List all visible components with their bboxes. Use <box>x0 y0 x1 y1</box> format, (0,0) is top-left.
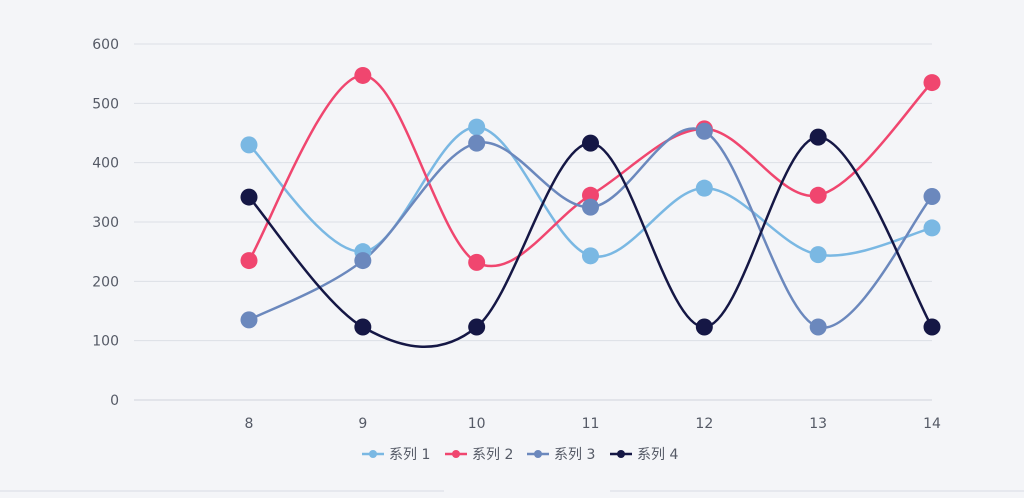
legend-item-series-1[interactable]: 系列 1 <box>362 447 430 463</box>
data-point-series-4[interactable] <box>240 188 258 206</box>
data-point-series-2[interactable] <box>240 252 258 270</box>
x-tick-label: 13 <box>809 416 827 432</box>
x-axis-ticks: 8 9 10 11 12 13 14 <box>245 416 941 432</box>
y-tick-label: 500 <box>92 96 119 112</box>
data-point-series-1[interactable] <box>468 118 486 136</box>
legend-label: 系列 1 <box>389 447 430 463</box>
y-tick-label: 400 <box>92 156 119 172</box>
legend[interactable]: 系列 1 系列 2 系列 3 系列 4 <box>362 447 678 463</box>
legend-label: 系列 3 <box>554 447 595 463</box>
data-point-series-3[interactable] <box>354 252 372 270</box>
x-tick-label: 14 <box>923 416 941 432</box>
data-point-series-3[interactable] <box>240 311 258 329</box>
x-tick-label: 9 <box>358 416 367 432</box>
data-point-series-4[interactable] <box>468 318 486 336</box>
y-tick-label: 0 <box>110 393 119 409</box>
data-point-series-1[interactable] <box>809 246 827 264</box>
y-axis-ticks: 0 100 200 300 400 500 600 <box>92 37 119 409</box>
data-point-series-1[interactable] <box>582 247 599 265</box>
data-point-series-2[interactable] <box>468 253 486 271</box>
legend-item-series-3[interactable]: 系列 3 <box>527 447 595 463</box>
data-point-series-4[interactable] <box>354 318 372 336</box>
data-point-series-3[interactable] <box>809 318 827 336</box>
data-point-series-1[interactable] <box>923 219 941 237</box>
data-point-series-2[interactable] <box>809 186 827 204</box>
data-point-series-4[interactable] <box>923 318 941 336</box>
legend-label: 系列 4 <box>637 447 678 463</box>
data-point-series-3[interactable] <box>923 187 941 205</box>
y-tick-label: 600 <box>92 37 119 53</box>
legend-dot-icon <box>369 450 377 458</box>
legend-dot-icon <box>452 450 460 458</box>
y-tick-label: 200 <box>92 274 119 290</box>
data-point-series-2[interactable] <box>354 66 372 84</box>
data-point-series-3[interactable] <box>695 122 713 140</box>
data-point-series-3[interactable] <box>468 134 486 152</box>
data-point-series-3[interactable] <box>582 198 599 216</box>
series-line-2 <box>247 74 933 268</box>
series-line-4 <box>248 135 934 348</box>
data-point-series-2[interactable] <box>582 186 599 204</box>
legend-item-series-2[interactable]: 系列 2 <box>445 447 513 463</box>
data-point-series-4[interactable] <box>695 318 713 336</box>
data-point-series-1[interactable] <box>240 136 258 154</box>
data-point-series-2[interactable] <box>923 74 941 92</box>
data-point-series-4[interactable] <box>582 134 599 152</box>
data-point-series-4[interactable] <box>809 128 827 146</box>
series-line-3 <box>248 127 933 329</box>
data-point-series-1[interactable] <box>695 179 713 197</box>
y-tick-label: 300 <box>92 215 119 231</box>
x-tick-label: 8 <box>245 416 254 432</box>
legend-label: 系列 2 <box>472 447 513 463</box>
x-tick-label: 10 <box>468 416 486 432</box>
legend-dot-icon <box>617 450 625 458</box>
y-tick-label: 100 <box>92 334 119 350</box>
x-tick-label: 12 <box>695 416 713 432</box>
series-points <box>240 66 941 336</box>
legend-dot-icon <box>534 450 542 458</box>
legend-item-series-4[interactable]: 系列 4 <box>610 447 678 463</box>
x-tick-label: 11 <box>582 416 600 432</box>
